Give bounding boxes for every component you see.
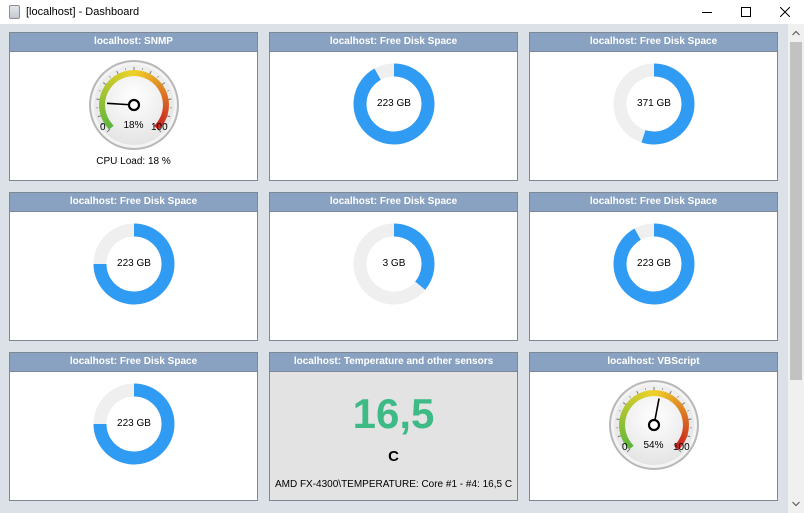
disk-donut	[93, 383, 175, 465]
temperature-value: 16,5	[352, 390, 435, 437]
gauge-hub	[127, 98, 141, 112]
donut-arc	[393, 223, 435, 290]
gauge-hub	[647, 418, 661, 432]
donut-arc	[613, 223, 695, 305]
panel-title: localhost: Free Disk Space	[10, 353, 257, 372]
panel-title: localhost: Free Disk Space	[530, 33, 777, 52]
disk-donut	[613, 223, 695, 305]
disk-free-label: 223 GB	[117, 258, 151, 269]
panel-temperature[interactable]: localhost: Temperature and other sensors…	[269, 352, 518, 501]
donut-arc	[93, 223, 175, 305]
donut-arc	[353, 63, 435, 145]
gauge-color-band	[99, 70, 169, 130]
panel-title: localhost: VBScript	[530, 353, 777, 372]
vbscript-gauge	[609, 380, 699, 470]
panel-disk-5[interactable]: localhost: Free Disk Space 223 GB	[529, 192, 778, 341]
minimize-icon	[701, 12, 712, 13]
donut-arc	[93, 383, 175, 465]
disk-donut	[93, 223, 175, 305]
vertical-scrollbar[interactable]	[788, 24, 804, 513]
dashboard-area: localhost: SNMP 0 100 18% CPU Load: 18 %	[0, 24, 788, 513]
donut-arc	[641, 63, 695, 145]
disk-donut	[613, 63, 695, 145]
panel-disk-2[interactable]: localhost: Free Disk Space 371 GB	[529, 32, 778, 181]
panel-title: localhost: Free Disk Space	[530, 193, 777, 212]
temperature-caption: AMD FX-4300\TEMPERATURE: Core #1 - #4: 1…	[274, 479, 513, 490]
close-icon	[779, 7, 790, 17]
gauge-min-label: 0	[622, 442, 628, 453]
gauge-min-label: 0	[100, 122, 106, 133]
gauge-value-label: 18%	[123, 120, 144, 131]
gauge-color-band	[619, 390, 689, 450]
panel-snmp[interactable]: localhost: SNMP 0 100 18% CPU Load: 18 %	[9, 32, 258, 181]
window-titlebar: [localhost] - Dashboard	[0, 0, 804, 24]
disk-free-label: 371 GB	[637, 98, 671, 109]
maximize-button[interactable]	[726, 0, 765, 24]
disk-free-label: 3 GB	[382, 258, 406, 269]
panel-title: localhost: Free Disk Space	[270, 33, 517, 52]
panel-disk-6[interactable]: localhost: Free Disk Space 223 GB	[9, 352, 258, 501]
disk-free-label: 223 GB	[637, 258, 671, 269]
panel-title: localhost: Free Disk Space	[10, 193, 257, 212]
disk-donut	[353, 223, 435, 305]
panel-title: localhost: SNMP	[10, 33, 257, 52]
window-title: [localhost] - Dashboard	[26, 6, 140, 18]
minimize-button[interactable]	[687, 0, 726, 24]
window-controls	[687, 0, 804, 24]
cpu-load-caption: CPU Load: 18 %	[96, 156, 171, 167]
disk-free-label: 223 GB	[377, 98, 411, 109]
panel-title: localhost: Temperature and other sensors	[270, 353, 517, 372]
panel-title: localhost: Free Disk Space	[270, 193, 517, 212]
panel-disk-3[interactable]: localhost: Free Disk Space 223 GB	[9, 192, 258, 341]
gauge-value-label: 54%	[643, 440, 664, 451]
scroll-thumb[interactable]	[790, 42, 802, 380]
panel-vbscript[interactable]: localhost: VBScript 0 100 54%	[529, 352, 778, 501]
cpu-gauge	[89, 60, 179, 150]
scroll-down-icon[interactable]	[792, 501, 800, 507]
temperature-unit: C	[388, 448, 399, 465]
gauge-max-label: 100	[151, 122, 168, 133]
close-button[interactable]	[765, 0, 804, 24]
maximize-icon	[740, 7, 751, 17]
app-icon	[9, 5, 20, 19]
disk-donut	[353, 63, 435, 145]
panel-disk-4[interactable]: localhost: Free Disk Space 3 GB	[269, 192, 518, 341]
gauge-max-label: 100	[673, 442, 690, 453]
panel-disk-1[interactable]: localhost: Free Disk Space 223 GB	[269, 32, 518, 181]
scroll-up-icon[interactable]	[792, 30, 800, 36]
disk-free-label: 223 GB	[117, 418, 151, 429]
